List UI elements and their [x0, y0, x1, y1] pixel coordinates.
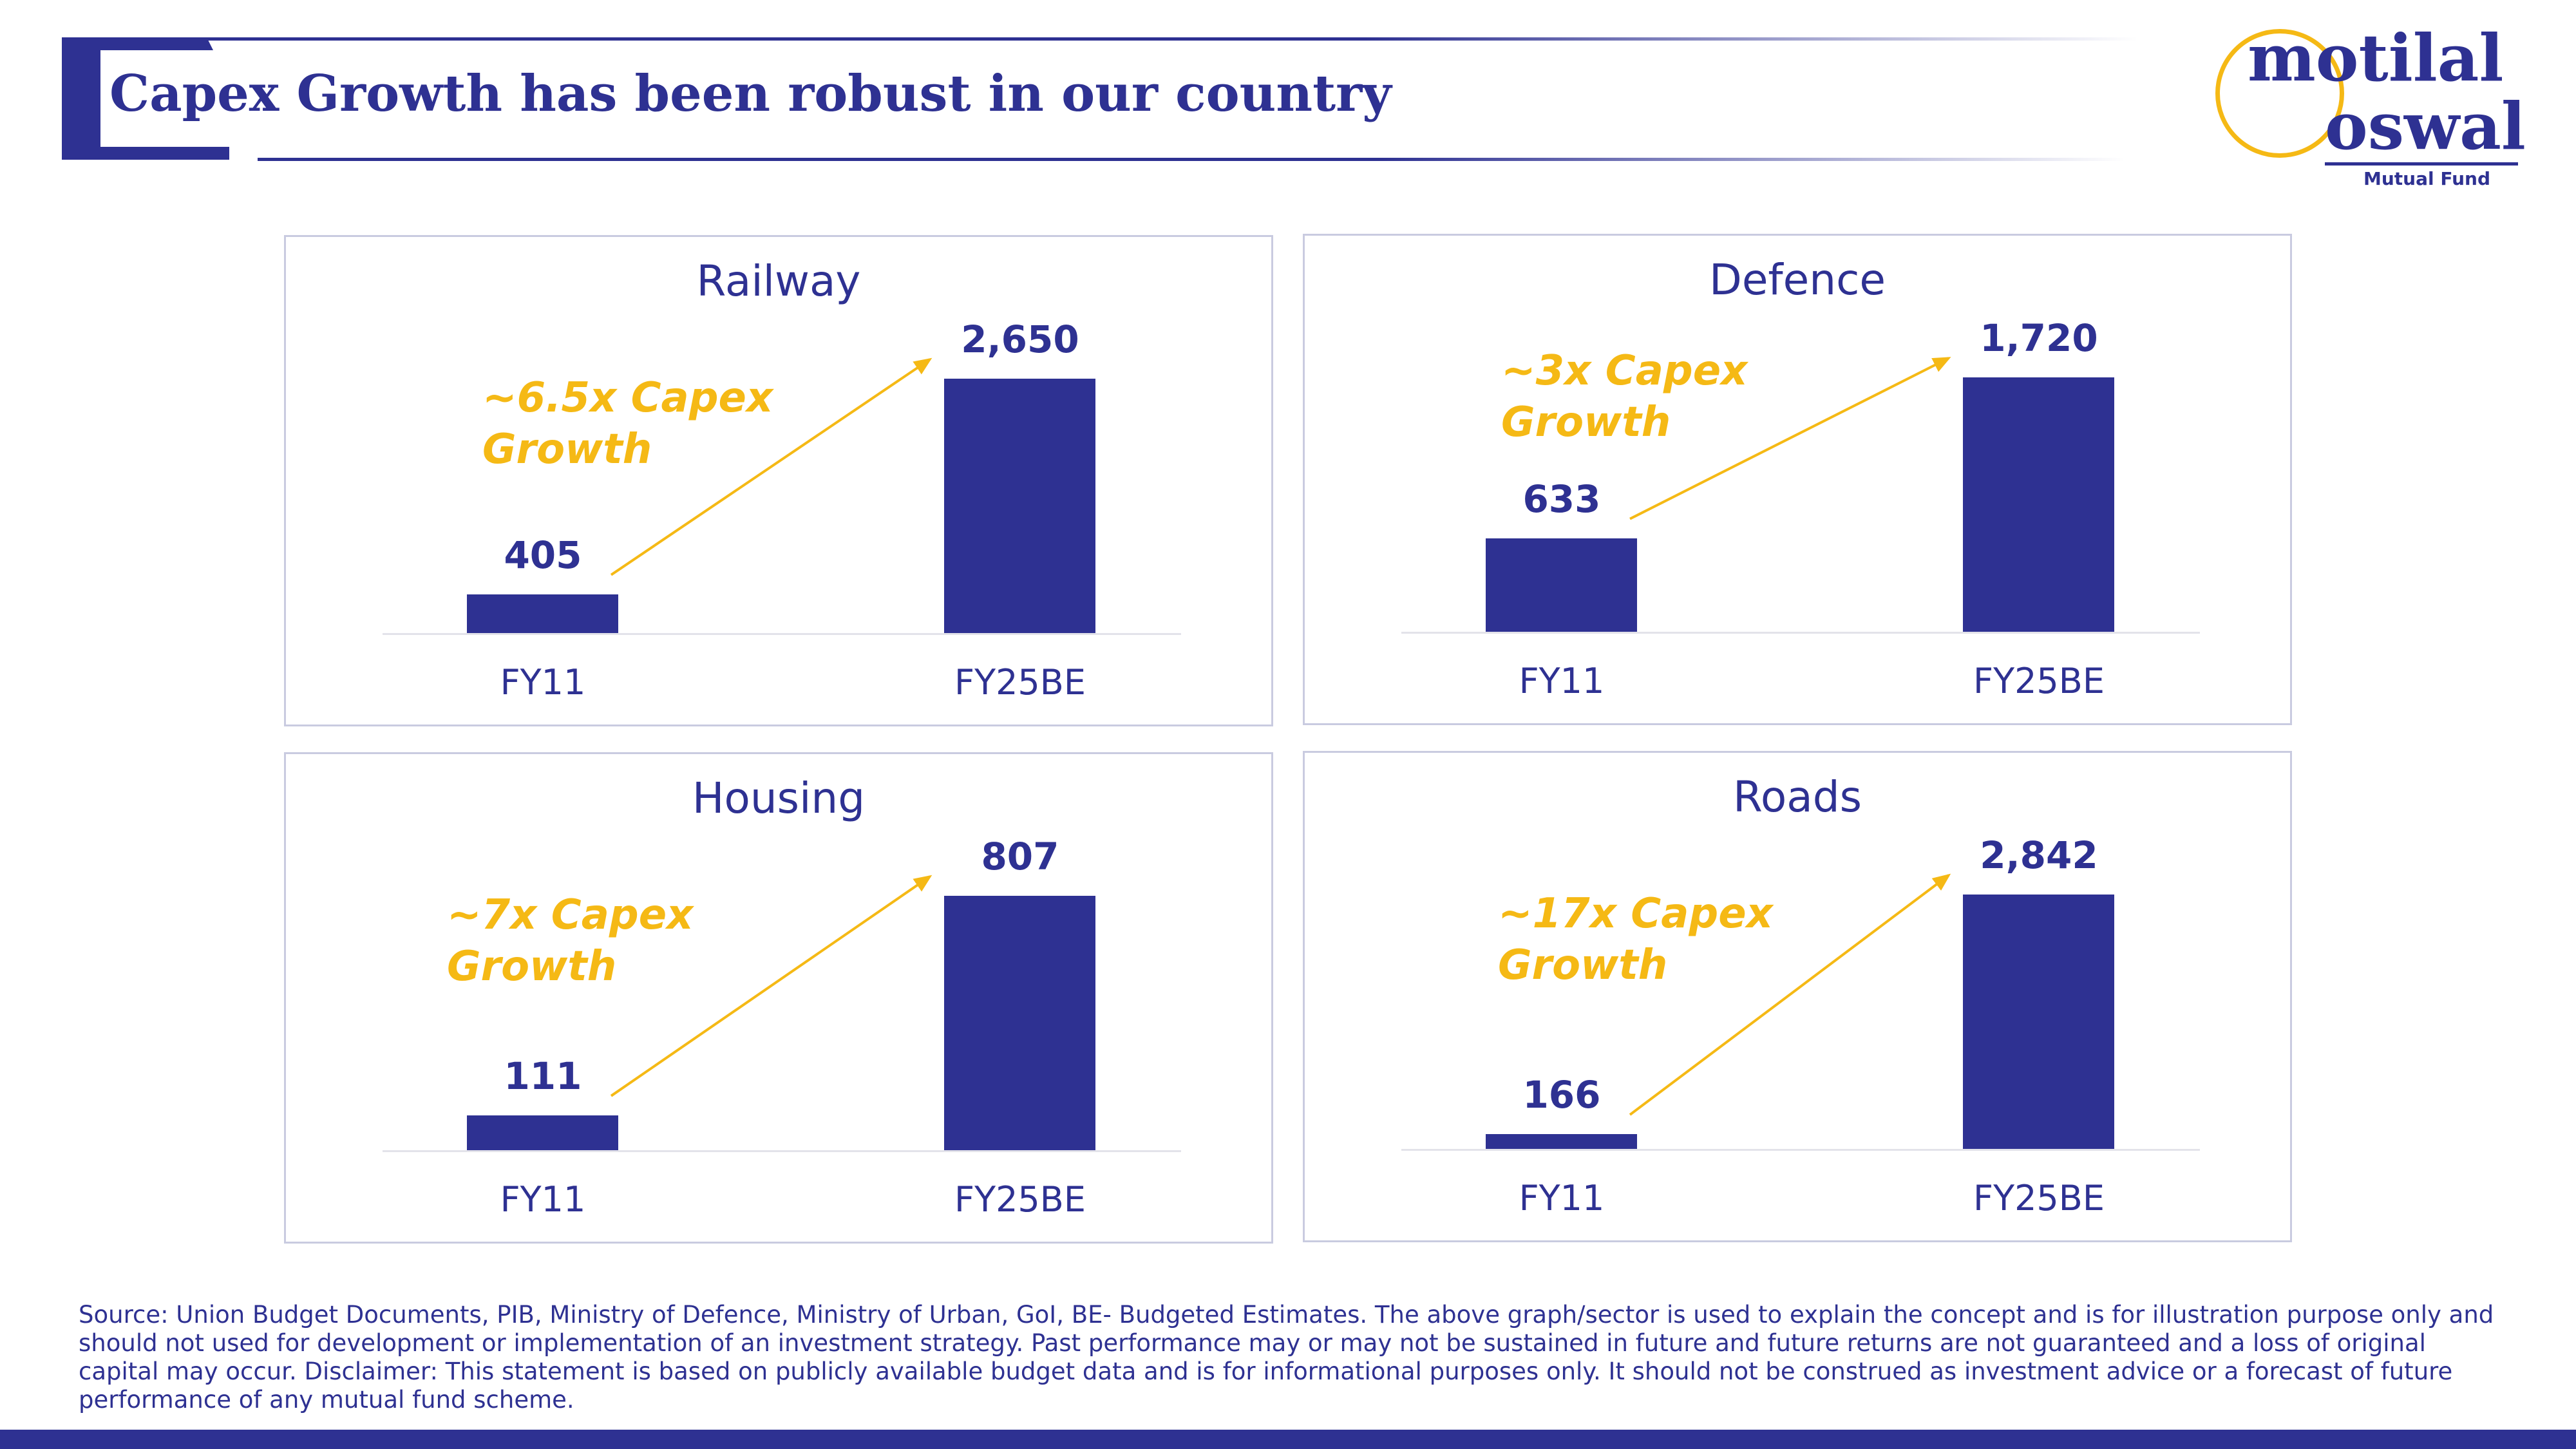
bar-fy11 [1486, 1133, 1637, 1149]
bar-fy11 [467, 1115, 618, 1150]
growth-annotation: ~6.5x Capex Growth [482, 374, 773, 473]
chart-panel-roads: Roads 166 FY11 2,842 FY25BE ~17x Capex Gr… [1303, 751, 2292, 1242]
header-top-rule [206, 37, 2138, 41]
chart-baseline [383, 1150, 1181, 1152]
bar-value-label: 166 [1522, 1072, 1601, 1117]
bar-fy25be [1963, 377, 2114, 632]
bar-value-label: 111 [504, 1054, 582, 1098]
footer-bar [0, 1430, 2576, 1449]
category-label: FY11 [1519, 1178, 1605, 1218]
bar-value-label: 807 [981, 835, 1059, 878]
header-bottom-rule [258, 158, 2125, 161]
category-label: FY25BE [954, 1179, 1086, 1220]
chart-title: Railway [696, 256, 861, 306]
category-label: FY11 [500, 1179, 586, 1220]
bar-value-label: 2,650 [961, 317, 1079, 361]
bar-fy25be [944, 896, 1095, 1150]
logo-text-line1: motilal [2248, 20, 2504, 96]
growth-arrow-icon [610, 875, 933, 1097]
growth-arrow-icon [1629, 873, 1951, 1116]
category-label: FY25BE [1973, 661, 2105, 701]
chart-panel-defence: Defence 633 FY11 1,720 FY25BE ~3x Capex G… [1303, 234, 2292, 725]
category-label: FY25BE [1973, 1178, 2105, 1218]
chart-title: Housing [692, 773, 866, 823]
source-disclaimer: Source: Union Budget Documents, PIB, Min… [79, 1301, 2494, 1414]
chart-baseline [1401, 1149, 2200, 1151]
bar-value-label: 1,720 [1980, 316, 2098, 360]
category-label: FY25BE [954, 662, 1086, 703]
bar-value-label: 405 [504, 533, 582, 577]
bar-value-label: 633 [1522, 477, 1601, 521]
growth-annotation: ~17x Capex Growth [1498, 890, 1773, 989]
logo-subtitle: Mutual Fund [2363, 168, 2490, 189]
chart-panel-housing: Housing 111 FY11 807 FY25BE ~7x Capex Gro… [284, 752, 1273, 1244]
motilal-oswal-logo: motilal oswal Mutual Fund [2209, 26, 2531, 193]
logo-rule [2325, 162, 2518, 166]
bar-fy25be [944, 379, 1095, 633]
bar-value-label: 2,842 [1980, 833, 2098, 877]
logo-ring-icon [2215, 29, 2344, 158]
page-title: Capex Growth has been robust in our coun… [109, 64, 1392, 123]
chart-baseline [383, 633, 1181, 635]
growth-annotation: ~3x Capex Growth [1501, 347, 1748, 446]
growth-arrow-icon [1629, 357, 1951, 520]
logo-text-line2: oswal [2325, 88, 2526, 164]
bar-fy11 [1486, 538, 1637, 632]
category-label: FY11 [1519, 661, 1605, 701]
growth-annotation: ~7x Capex Growth [447, 891, 694, 990]
growth-arrow-icon [610, 357, 933, 576]
chart-title: Defence [1709, 255, 1886, 305]
chart-baseline [1401, 632, 2200, 634]
category-label: FY11 [500, 662, 586, 703]
chart-title: Roads [1733, 772, 1862, 822]
chart-panel-railway: Railway 405 FY11 2,650 FY25BE ~6.5x Capex… [284, 235, 1273, 726]
bar-fy25be [1963, 895, 2114, 1149]
bar-fy11 [467, 594, 618, 633]
